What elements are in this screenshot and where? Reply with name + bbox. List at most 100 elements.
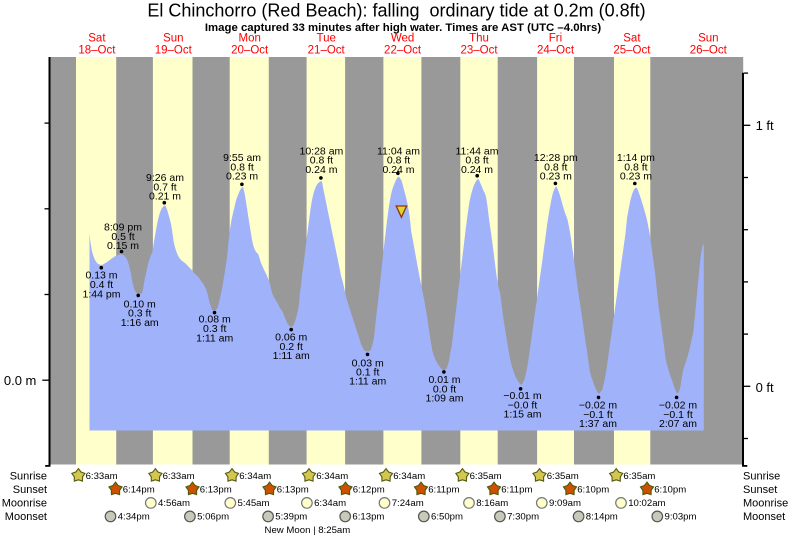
svg-text:7:24am: 7:24am [392, 498, 424, 509]
svg-text:0.0 m: 0.0 m [4, 373, 37, 388]
svg-text:4:34pm: 4:34pm [118, 511, 150, 522]
svg-text:1:44 pm: 1:44 pm [83, 288, 121, 300]
svg-text:1:11 am: 1:11 am [349, 376, 386, 388]
svg-text:10:02am: 10:02am [628, 498, 665, 509]
svg-text:Image captured 33 minutes afte: Image captured 33 minutes after high wat… [205, 22, 601, 34]
svg-text:23–Oct: 23–Oct [460, 45, 498, 57]
svg-text:Sun: Sun [698, 33, 718, 45]
svg-text:Moonrise: Moonrise [743, 497, 788, 509]
svg-text:6:50pm: 6:50pm [431, 511, 463, 522]
svg-text:6:13pm: 6:13pm [200, 484, 232, 495]
svg-text:9:09am: 9:09am [549, 498, 581, 509]
svg-text:0.8 ft: 0.8 ft [230, 161, 253, 173]
svg-text:19–Oct: 19–Oct [155, 45, 193, 57]
svg-text:0.01 m: 0.01 m [428, 374, 460, 386]
svg-text:6:10pm: 6:10pm [654, 484, 686, 495]
svg-text:−0.0 ft: −0.0 ft [508, 399, 538, 411]
svg-text:6:34am: 6:34am [314, 498, 346, 509]
svg-text:0.8 ft: 0.8 ft [544, 161, 567, 173]
svg-text:11:04 am: 11:04 am [377, 146, 420, 158]
svg-text:6:35am: 6:35am [470, 471, 502, 482]
svg-text:Fri: Fri [549, 33, 562, 45]
svg-text:0.3 ft: 0.3 ft [128, 308, 151, 320]
svg-text:4:56am: 4:56am [158, 498, 190, 509]
svg-text:6:10pm: 6:10pm [577, 484, 609, 495]
svg-text:0.24 m: 0.24 m [461, 164, 493, 176]
svg-text:Moonset: Moonset [743, 511, 785, 523]
svg-text:−0.1 ft: −0.1 ft [583, 409, 613, 421]
svg-text:7:30pm: 7:30pm [507, 511, 539, 522]
svg-text:9:03pm: 9:03pm [665, 511, 697, 522]
svg-text:0.03 m: 0.03 m [352, 357, 384, 369]
svg-text:25–Oct: 25–Oct [613, 45, 651, 57]
svg-text:6:12pm: 6:12pm [353, 484, 385, 495]
svg-text:Mon: Mon [239, 33, 261, 45]
svg-text:6:13pm: 6:13pm [277, 484, 309, 495]
svg-text:24–Oct: 24–Oct [537, 45, 575, 57]
svg-text:1:15 am: 1:15 am [504, 409, 542, 421]
svg-text:6:11pm: 6:11pm [501, 484, 532, 495]
svg-text:0.06 m: 0.06 m [275, 332, 307, 344]
svg-text:−0.1 ft: −0.1 ft [663, 409, 693, 421]
svg-text:6:34am: 6:34am [393, 471, 425, 482]
svg-text:Sunset: Sunset [743, 484, 777, 496]
svg-text:5:45am: 5:45am [238, 498, 270, 509]
svg-text:0.21 m: 0.21 m [149, 191, 181, 203]
svg-text:0.13 m: 0.13 m [85, 270, 117, 282]
svg-text:1:16 am: 1:16 am [121, 317, 159, 329]
svg-text:0.23 m: 0.23 m [226, 171, 258, 183]
svg-text:1:14 pm: 1:14 pm [617, 152, 655, 164]
svg-text:0.8 ft: 0.8 ft [624, 161, 647, 173]
svg-text:Sun: Sun [163, 33, 183, 45]
svg-text:1:11 am: 1:11 am [196, 332, 233, 344]
svg-text:0.5 ft: 0.5 ft [111, 231, 134, 243]
svg-text:6:35am: 6:35am [547, 471, 579, 482]
svg-text:Sat: Sat [623, 33, 641, 45]
svg-text:0.1 ft: 0.1 ft [356, 367, 379, 379]
svg-text:11:44 am: 11:44 am [456, 146, 499, 158]
svg-text:6:33am: 6:33am [86, 471, 118, 482]
svg-text:6:35am: 6:35am [623, 471, 655, 482]
svg-text:6:13pm: 6:13pm [352, 511, 384, 522]
svg-text:0.24 m: 0.24 m [382, 164, 414, 176]
svg-text:0.4 ft: 0.4 ft [90, 279, 113, 291]
svg-text:20–Oct: 20–Oct [231, 45, 269, 57]
svg-text:6:33am: 6:33am [163, 471, 195, 482]
svg-text:Sunset: Sunset [13, 484, 47, 496]
svg-text:21–Oct: 21–Oct [308, 45, 346, 57]
svg-text:0 ft: 0 ft [756, 380, 774, 395]
svg-text:8:09 pm: 8:09 pm [104, 222, 142, 234]
svg-text:6:11pm: 6:11pm [428, 484, 459, 495]
svg-text:0.7 ft: 0.7 ft [153, 181, 176, 193]
svg-text:Tue: Tue [317, 33, 336, 45]
svg-text:18–Oct: 18–Oct [78, 45, 116, 57]
svg-text:0.3 ft: 0.3 ft [203, 323, 226, 335]
svg-text:0.8 ft: 0.8 ft [310, 155, 333, 167]
svg-text:0.8 ft: 0.8 ft [387, 155, 410, 167]
svg-text:0.0 ft: 0.0 ft [433, 383, 456, 395]
svg-text:0.23 m: 0.23 m [540, 171, 572, 183]
svg-text:10:28 am: 10:28 am [300, 146, 344, 158]
svg-text:1:37 am: 1:37 am [579, 418, 617, 430]
svg-text:0.15 m: 0.15 m [107, 240, 139, 252]
svg-text:6:34am: 6:34am [316, 471, 348, 482]
svg-text:0.10 m: 0.10 m [124, 299, 156, 311]
svg-text:9:55 am: 9:55 am [223, 152, 261, 164]
svg-text:New Moon | 8:25am: New Moon | 8:25am [265, 525, 351, 536]
svg-text:1 ft: 1 ft [756, 118, 774, 133]
svg-text:8:14pm: 8:14pm [586, 511, 618, 522]
svg-text:6:14pm: 6:14pm [123, 484, 155, 495]
svg-text:6:34am: 6:34am [239, 471, 271, 482]
svg-text:Thu: Thu [469, 33, 489, 45]
svg-text:1:09 am: 1:09 am [426, 393, 464, 405]
svg-text:9:26 am: 9:26 am [146, 172, 184, 184]
svg-text:22–Oct: 22–Oct [384, 45, 422, 57]
svg-text:5:39pm: 5:39pm [275, 511, 307, 522]
svg-text:26–Oct: 26–Oct [690, 45, 728, 57]
svg-text:−0.01 m: −0.01 m [503, 390, 541, 402]
svg-text:−0.02 m: −0.02 m [659, 400, 697, 412]
svg-text:Sunrise: Sunrise [743, 470, 780, 482]
svg-text:1:11 am: 1:11 am [273, 350, 310, 362]
svg-text:0.08 m: 0.08 m [199, 314, 231, 326]
svg-text:0.23 m: 0.23 m [620, 171, 652, 183]
